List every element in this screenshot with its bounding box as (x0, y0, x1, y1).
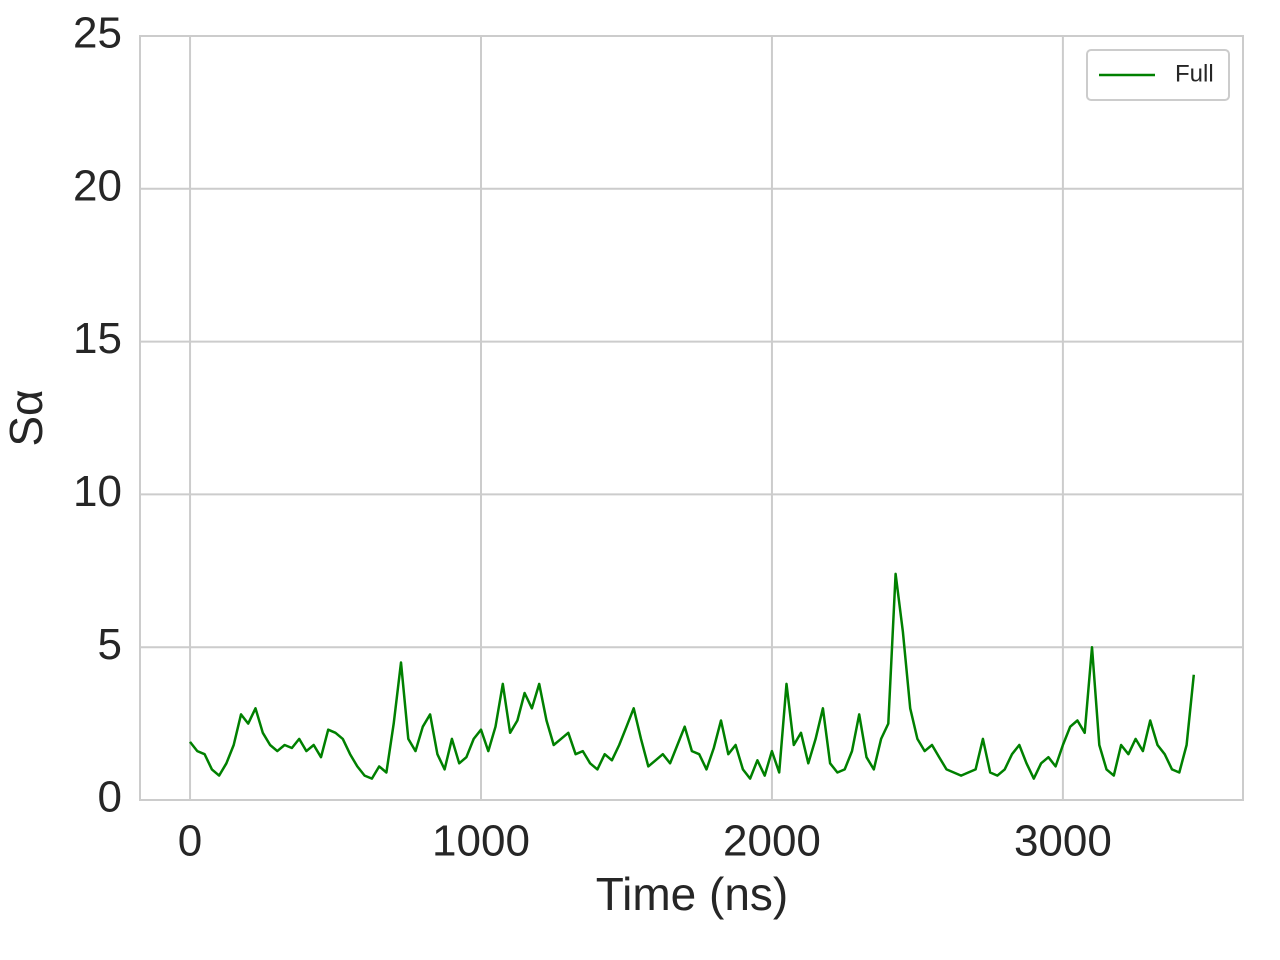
x-axis-label: Time (ns) (596, 868, 789, 920)
y-tick-label: 0 (98, 773, 122, 822)
legend: Full (1086, 49, 1230, 101)
y-axis-label: Sα (0, 389, 52, 446)
y-tick-label: 15 (73, 314, 122, 363)
plot-frame (139, 35, 1244, 801)
y-tick-label: 5 (98, 620, 122, 669)
x-tick-label: 1000 (432, 817, 530, 866)
legend-box (1086, 49, 1230, 101)
x-tick-label: 3000 (1014, 817, 1112, 866)
x-tick-label: 2000 (723, 817, 821, 866)
data-line (189, 572, 1196, 780)
legend-label: Full (1175, 60, 1214, 87)
y-tick-label: 25 (73, 9, 122, 58)
y-tick-label: 10 (73, 467, 122, 516)
y-tick-label: 20 (73, 161, 122, 210)
x-tick-label: 0 (178, 817, 202, 866)
